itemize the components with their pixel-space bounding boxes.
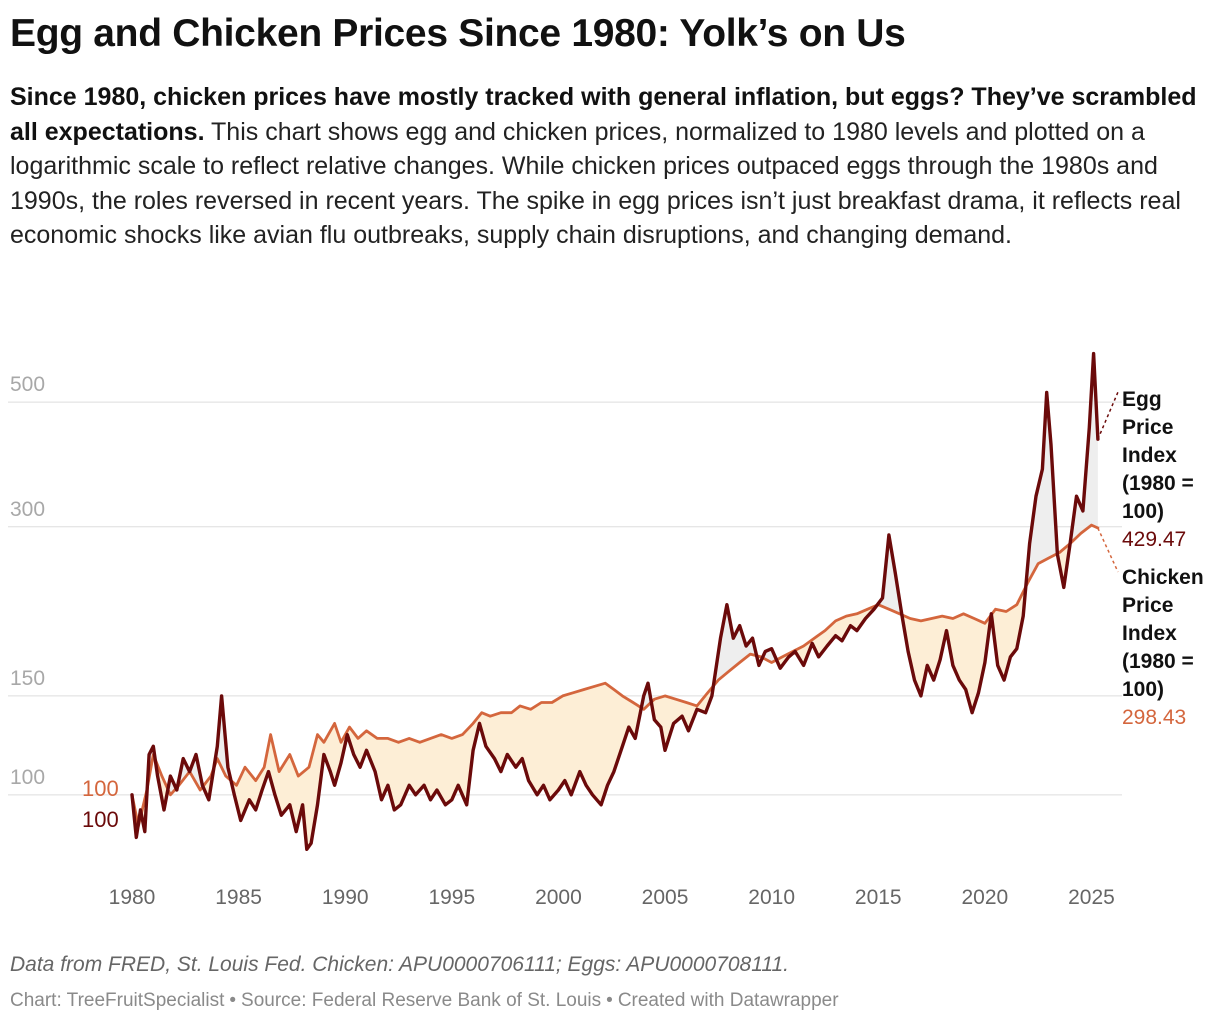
x-tick-label: 1980	[109, 886, 156, 909]
gap-fill	[775, 605, 877, 669]
gap-fill-layer	[132, 353, 1098, 850]
x-tick-label: 2015	[855, 886, 902, 909]
y-tick-label: 100	[10, 766, 45, 789]
credit-tool: Created with Datawrapper	[617, 990, 839, 1011]
egg-series-label: (1980 =	[1122, 472, 1194, 495]
egg-series-label: Egg	[1122, 388, 1162, 411]
chicken-series-label: Index	[1122, 622, 1177, 645]
chart-credit: Chart: TreeFruitSpecialist • Source: Feder…	[10, 990, 839, 1012]
x-tick-label: 1990	[322, 886, 369, 909]
x-tick-label: 2010	[748, 886, 795, 909]
chicken-series-label: 100)	[1122, 678, 1164, 701]
egg-leader-line	[1097, 391, 1119, 440]
chart-notes: Data from FRED, St. Louis Fed. Chicken: …	[10, 953, 789, 976]
egg-start-label: 100	[82, 807, 119, 832]
chicken-series-label: Chicken	[1122, 566, 1204, 589]
x-tick-label: 1995	[428, 886, 475, 909]
grid-layer: 100 150 300 500 1980 1985 1990 1995 2000 2005 2010…	[8, 373, 1122, 909]
chicken-start-label: 100	[82, 776, 119, 801]
chicken-leader-line	[1097, 527, 1119, 573]
description-body: This chart shows egg and chicken prices,…	[10, 117, 1181, 250]
gap-fill	[230, 683, 641, 850]
chart-description: Since 1980, chicken prices have mostly t…	[10, 80, 1210, 253]
egg-line	[130, 351, 1100, 851]
label-layer: 100 100 Egg Price Index (1980 = 100) 429.47 Chic…	[82, 388, 1204, 832]
line-chart: 100 150 300 500 1980 1985 1990 1995 2000 2005 2010…	[8, 351, 1204, 909]
x-tick-label: 2025	[1068, 886, 1115, 909]
egg-last-value: 429.47	[1122, 528, 1186, 551]
x-tick-label: 1985	[215, 886, 262, 909]
credit-source: Source: Federal Reserve Bank of St. Loui…	[241, 990, 602, 1011]
y-tick-label: 300	[10, 498, 45, 521]
gap-fill	[1056, 536, 1071, 588]
egg-series-label: 100)	[1122, 500, 1164, 523]
chicken-series-label: (1980 =	[1122, 650, 1194, 673]
gap-fill	[1025, 392, 1057, 592]
credit-separator: •	[229, 990, 237, 1011]
chicken-last-value: 298.43	[1122, 706, 1186, 729]
egg-series-label: Price	[1122, 416, 1173, 439]
x-tick-label: 2020	[962, 886, 1009, 909]
x-tick-label: 2000	[535, 886, 582, 909]
egg-series-label: Index	[1122, 444, 1177, 467]
credit-chart: Chart: TreeFruitSpecialist	[10, 990, 225, 1011]
x-tick-label: 2005	[642, 886, 689, 909]
series-layer	[130, 351, 1100, 851]
gap-fill	[651, 686, 714, 751]
gap-fill	[901, 613, 991, 713]
chart-title: Egg and Chicken Prices Since 1980: Yolk’…	[10, 12, 906, 55]
description-lead: Since 1980, chicken prices have mostly t…	[10, 83, 1197, 146]
chicken-series-label: Price	[1122, 594, 1173, 617]
y-tick-label: 150	[10, 667, 45, 690]
gap-fill	[876, 535, 902, 615]
y-tick-label: 500	[10, 373, 45, 396]
chicken-line	[130, 523, 1100, 828]
credit-separator: •	[606, 990, 613, 1011]
